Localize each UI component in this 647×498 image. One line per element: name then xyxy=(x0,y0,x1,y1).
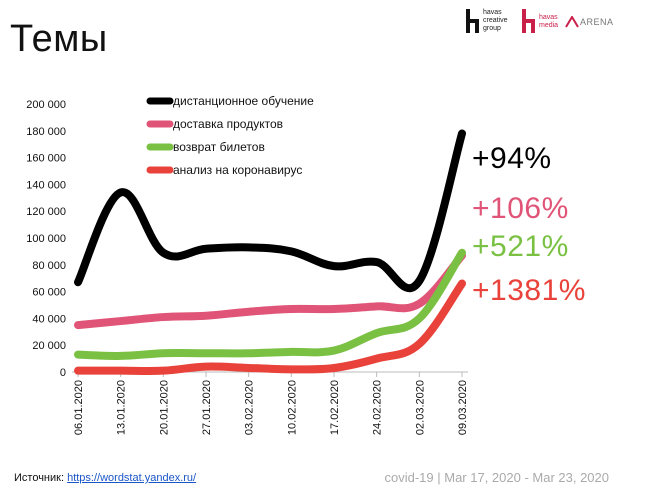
x-tick-label: 03.02.2020 xyxy=(244,380,256,435)
change-label: +521% xyxy=(472,230,569,263)
x-tick-label: 20.01.2020 xyxy=(158,380,170,435)
legend-label: анализ на коронавирус xyxy=(173,163,302,177)
y-tick-label: 160 000 xyxy=(26,153,66,165)
logos: havas creative group havas media ARENA xyxy=(465,6,635,40)
y-tick-label: 140 000 xyxy=(26,179,66,191)
source-label: Источник: xyxy=(14,472,65,484)
legend-label: возврат билетов xyxy=(173,140,265,154)
page-title: Темы xyxy=(10,18,108,60)
source-link[interactable]: https://wordstat.yandex.ru/ xyxy=(67,472,197,484)
x-tick-label: 27.01.2020 xyxy=(201,380,213,435)
change-label: +1381% xyxy=(472,274,586,307)
x-tick-label: 13.01.2020 xyxy=(116,380,128,435)
series-line xyxy=(74,251,466,330)
legend-label: дистанционное обучение xyxy=(173,94,314,108)
havas-media-mark-icon xyxy=(522,9,535,33)
source-line: Источник: https://wordstat.yandex.ru/ xyxy=(14,472,196,484)
havas-h-mark-icon xyxy=(466,9,479,33)
x-tick-label: 09.03.2020 xyxy=(457,380,469,435)
arena-triangle-icon xyxy=(565,16,579,28)
y-tick-label: 40 000 xyxy=(32,313,66,325)
y-tick-label: 0 xyxy=(60,367,66,379)
series-line xyxy=(74,248,466,360)
x-tick-label: 10.02.2020 xyxy=(286,380,298,435)
y-tick-label: 180 000 xyxy=(26,126,66,138)
footer-note: covid-19 | Mar 17, 2020 - Mar 23, 2020 xyxy=(384,470,610,485)
change-label: +94% xyxy=(472,142,552,175)
x-tick-label: 24.02.2020 xyxy=(372,380,384,435)
change-label: +106% xyxy=(472,192,569,225)
y-tick-label: 20 000 xyxy=(32,340,66,352)
y-tick-label: 60 000 xyxy=(32,287,66,299)
series-line xyxy=(74,129,466,293)
y-tick-label: 120 000 xyxy=(26,206,66,218)
y-tick-label: 200 000 xyxy=(26,99,66,111)
x-tick-label: 06.01.2020 xyxy=(73,380,85,435)
y-tick-label: 100 000 xyxy=(26,233,66,245)
x-tick-label: 17.02.2020 xyxy=(329,380,341,435)
series-line xyxy=(74,279,466,375)
legend-label: доставка продуктов xyxy=(173,117,283,131)
y-tick-label: 80 000 xyxy=(32,260,66,272)
x-tick-label: 02.03.2020 xyxy=(414,380,426,435)
